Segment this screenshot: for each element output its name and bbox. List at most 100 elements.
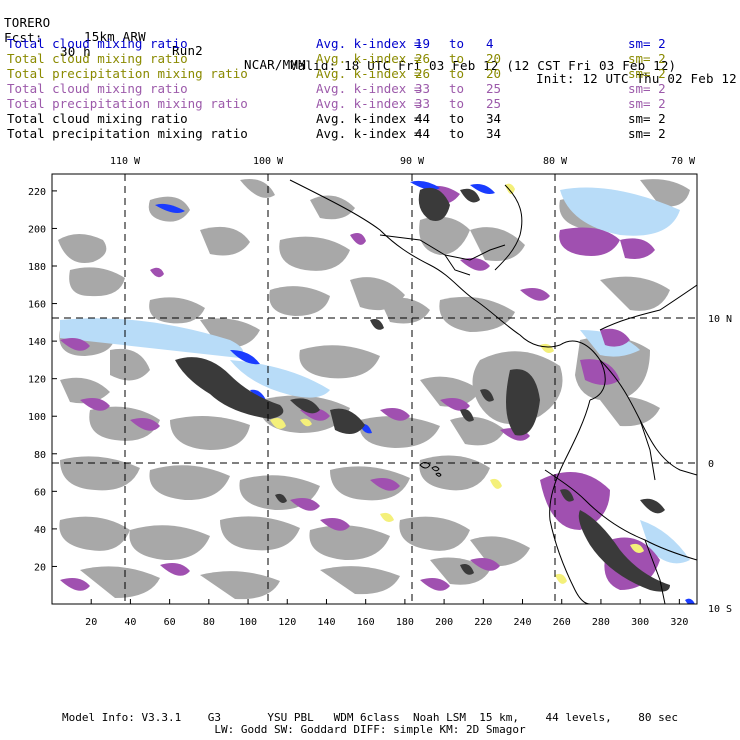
y-axis: 220 200 180 160 140 120 100 80 60 40 20	[28, 187, 57, 573]
legend-k-from: 26	[415, 51, 431, 66]
legend-avg-label: Avg. k-index =	[316, 111, 422, 126]
lightblue-cloud-layer	[60, 187, 690, 564]
y-tick-label: 20	[34, 562, 46, 573]
y-tick-label: 80	[34, 450, 46, 461]
legend-to: to	[449, 96, 465, 111]
legend-avg-label: Avg. k-index =	[316, 81, 422, 96]
legend-name: Total cloud mixing ratio	[7, 36, 188, 51]
legend-to: to	[449, 81, 465, 96]
legend-row: Total precipitation mixing ratio Avg. k-i…	[7, 126, 735, 141]
longitude-label: 110 W	[110, 156, 141, 167]
x-tick-label: 200	[435, 617, 453, 628]
y-tick-label: 140	[28, 337, 46, 348]
legend-name: Total cloud mixing ratio	[7, 111, 188, 126]
legend-sm: sm= 2	[628, 111, 666, 126]
y-tick-label: 180	[28, 262, 46, 273]
x-tick-label: 240	[513, 617, 531, 628]
legend-k-to: 25	[486, 96, 502, 111]
legend-row: Total precipitation mixing ratio Avg. k-i…	[7, 96, 735, 111]
model-run: Run2	[172, 43, 203, 58]
y-tick-label: 100	[28, 412, 46, 423]
model-org: NCAR/MMM	[244, 57, 306, 72]
yellow-cloud-layer	[270, 183, 644, 584]
dark-cloud-layer	[175, 187, 670, 592]
x-tick-label: 300	[631, 617, 649, 628]
model-info-line-1: Model Info: V3.3.1 G3 YSU PBL WDM 6class…	[62, 711, 678, 724]
x-tick-label: 260	[553, 617, 571, 628]
x-tick-label: 120	[278, 617, 296, 628]
legend-avg-label: Avg. k-index =	[316, 66, 422, 81]
latitude-labels: 10 N 0 10 S	[708, 314, 732, 615]
legend-sm: sm= 2	[628, 126, 666, 141]
legend-k-from: 26	[415, 66, 431, 81]
legend-row: Total cloud mixing ratio Avg. k-index = 26…	[7, 51, 735, 66]
legend-row: Total cloud mixing ratio Avg. k-index = 33…	[7, 81, 735, 96]
model-info-line-2: LW: Godd SW: Goddard DIFF: simple KM: 2D…	[214, 723, 526, 736]
model-name: TORERO	[4, 15, 51, 30]
legend-to: to	[449, 51, 465, 66]
legend-name: Total cloud mixing ratio	[7, 81, 188, 96]
x-tick-label: 160	[357, 617, 375, 628]
forecast-label: Fcst:	[4, 30, 43, 45]
legend-row: Total cloud mixing ratio Avg. k-index = 19…	[7, 36, 735, 51]
legend-k-from: 33	[415, 81, 431, 96]
legend-sm: sm= 2	[628, 81, 666, 96]
latitude-label: 10 N	[708, 314, 732, 325]
x-tick-label: 280	[592, 617, 610, 628]
y-tick-label: 220	[28, 187, 46, 198]
legend-name: Total precipitation mixing ratio	[7, 96, 248, 111]
x-axis: 20 40 60 80 100 120 140 160 180 200 220 240 260 280 30…	[85, 599, 688, 628]
legend-to: to	[449, 126, 465, 141]
legend-k-to: 34	[486, 126, 502, 141]
legend-k-to: 20	[486, 51, 502, 66]
plot-frame	[51, 173, 698, 605]
y-tick-label: 160	[28, 300, 46, 311]
coastlines	[289, 179, 697, 604]
longitude-label: 90 W	[400, 156, 425, 167]
longitude-label: 100 W	[253, 156, 284, 167]
legend-sm: sm= 2	[628, 36, 666, 51]
legend-k-to: 25	[486, 81, 502, 96]
model-resolution: 15km ARW	[84, 29, 146, 44]
latitude-label: 0	[708, 459, 714, 470]
init-time: Init: 12 UTC Thu 02 Feb 12	[536, 71, 737, 86]
x-tick-label: 180	[396, 617, 414, 628]
legend-k-from: 44	[415, 111, 431, 126]
valid-time: Valid: 18 UTC Fri 03 Feb 12 (12 CST Fri …	[290, 58, 677, 73]
x-tick-label: 80	[203, 617, 215, 628]
x-tick-label: 220	[474, 617, 492, 628]
blue-cloud-layer	[155, 180, 695, 604]
gray-cloud-layer	[58, 179, 690, 600]
legend-sm: sm= 2	[628, 66, 666, 81]
legend-k-to: 4	[486, 36, 494, 51]
weather-map: 20 40 60 80 100 120 140 160 180 200 220 240 260 280 30…	[28, 156, 732, 628]
longitude-labels: 110 W 100 W 90 W 80 W 70 W	[110, 156, 696, 167]
latitude-label: 10 S	[708, 604, 732, 615]
legend-k-to: 34	[486, 111, 502, 126]
header-line-2: Fcst: 30 h Valid: 18 UTC Fri 03 Feb 12 (…	[4, 17, 736, 73]
legend-k-from: 44	[415, 126, 431, 141]
legend-sm: sm= 2	[628, 51, 666, 66]
legend-name: Total cloud mixing ratio	[7, 51, 188, 66]
x-tick-label: 140	[317, 617, 335, 628]
legend-row: Total precipitation mixing ratio Avg. k-i…	[7, 66, 735, 81]
legend-to: to	[449, 111, 465, 126]
y-tick-label: 40	[34, 525, 46, 536]
y-tick-label: 60	[34, 487, 46, 498]
y-tick-label: 200	[28, 224, 46, 235]
legend-avg-label: Avg. k-index =	[316, 51, 422, 66]
longitude-label: 70 W	[671, 156, 696, 167]
legend-sm: sm= 2	[628, 96, 666, 111]
legend-to: to	[449, 66, 465, 81]
legend-k-from: 33	[415, 96, 431, 111]
y-tick-label: 120	[28, 375, 46, 386]
legend-name: Total precipitation mixing ratio	[7, 66, 248, 81]
legend-k-from: 19	[415, 36, 431, 51]
legend-avg-label: Avg. k-index =	[316, 36, 422, 51]
legend-avg-label: Avg. k-index =	[316, 96, 422, 111]
legend-name: Total precipitation mixing ratio	[7, 126, 248, 141]
forecast-hours: 30 h	[60, 44, 91, 59]
x-tick-label: 60	[164, 617, 176, 628]
longitude-label: 80 W	[543, 156, 568, 167]
legend-row: Total cloud mixing ratio Avg. k-index = 44…	[7, 111, 735, 126]
